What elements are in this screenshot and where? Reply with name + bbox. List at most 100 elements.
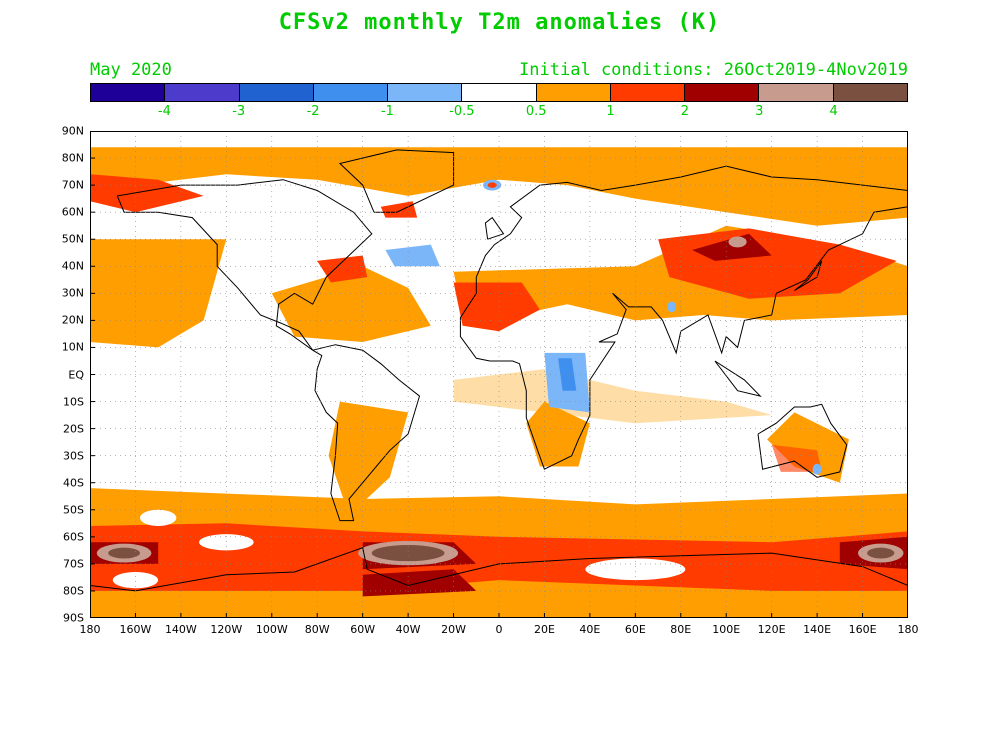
- latitude-label: 40S: [63, 476, 84, 490]
- forecast-month: May 2020: [90, 60, 172, 80]
- longitude-label: 160W: [119, 623, 152, 636]
- longitude-label: 20W: [441, 623, 466, 636]
- anomaly-region: [271, 266, 431, 342]
- anomaly-core: [487, 182, 497, 188]
- anomaly-region: [90, 239, 227, 348]
- colorbar-label: -1: [380, 104, 394, 119]
- anomaly-fields: [90, 147, 908, 618]
- colorbar-label: -3: [232, 104, 246, 119]
- anomaly-region: [317, 255, 368, 283]
- anomaly-region: [90, 147, 908, 226]
- coastlines: [89, 149, 909, 592]
- colorbar-swatch: [313, 84, 389, 101]
- latitude-label: 30N: [61, 286, 84, 300]
- colorbar-swatch: [388, 84, 463, 101]
- coastline: [459, 165, 909, 470]
- latitude-label: EQ: [68, 368, 84, 381]
- latitude-label: 90S: [63, 611, 84, 625]
- anomaly-region: [385, 244, 440, 267]
- colorbar-swatch: [610, 84, 686, 101]
- latitude-label: 80S: [63, 584, 84, 598]
- anomaly-core: [371, 544, 445, 562]
- anomaly-region: [453, 369, 772, 424]
- colorbar-swatch: [759, 84, 834, 101]
- anomaly-map: [89, 131, 909, 618]
- colorbar-swatch: [165, 84, 240, 101]
- longitude-label: 0: [495, 623, 503, 636]
- anomaly-region: [558, 358, 577, 391]
- longitude-label: 60W: [350, 623, 376, 636]
- latitude-label: 50N: [61, 232, 84, 246]
- longitude-label: 120W: [210, 623, 243, 636]
- axis-ticks: [90, 157, 864, 618]
- longitude-label: 180: [79, 623, 101, 636]
- neutral-region: [139, 509, 177, 527]
- colorbar-swatch: [833, 84, 907, 101]
- latitude-label: 80N: [61, 151, 84, 165]
- latitude-label: 10N: [61, 340, 84, 354]
- colorbar-swatch: [239, 84, 314, 101]
- latitude-label: 50S: [63, 503, 84, 517]
- colorbar-label: 1: [606, 104, 615, 119]
- anomaly-region: [90, 523, 908, 591]
- anomaly-core: [108, 547, 140, 559]
- colorbar-swatch: [536, 84, 611, 101]
- longitude-label: 100W: [255, 623, 288, 636]
- colorbar-swatch: [462, 84, 537, 101]
- longitude-label: 160E: [848, 623, 877, 636]
- colorbar-label: 0.5: [525, 104, 547, 119]
- neutral-region: [199, 534, 254, 551]
- longitude-label: 180: [897, 623, 919, 636]
- colorbar-swatch: [91, 84, 166, 101]
- coastline: [338, 149, 455, 213]
- anomaly-core: [867, 547, 895, 559]
- map-frame: [89, 131, 909, 618]
- latitude-label: 70S: [63, 557, 84, 571]
- longitude-label: 40E: [579, 623, 601, 636]
- anomaly-region: [667, 301, 677, 313]
- colorbar-label: -0.5: [449, 104, 475, 119]
- anomaly-region: [90, 174, 204, 213]
- latitude-label: 20N: [61, 313, 84, 327]
- anomaly-region: [771, 444, 822, 472]
- longitude-label: 120E: [757, 623, 786, 636]
- coastline: [116, 179, 421, 522]
- latitude-label: 60N: [61, 205, 84, 219]
- coastline: [757, 403, 848, 478]
- colorbar-label: 4: [829, 104, 838, 119]
- latitude-label: 70N: [61, 178, 84, 192]
- latitude-label: 30S: [63, 449, 84, 463]
- anomaly-region: [767, 412, 849, 483]
- coastline: [89, 547, 909, 592]
- anomaly-region: [328, 401, 409, 516]
- longitude-label: 140E: [803, 623, 832, 636]
- longitude-label: 40W: [395, 623, 421, 636]
- latitude-label: 60S: [63, 530, 84, 544]
- anomaly-region: [380, 201, 418, 218]
- colorbar-label: 2: [680, 104, 690, 119]
- neutral-region: [112, 572, 159, 589]
- colorbar: [90, 83, 908, 102]
- coastline: [794, 260, 823, 292]
- initial-conditions: Initial conditions: 26Oct2019-4Nov2019: [519, 60, 908, 80]
- colorbar-swatch: [685, 84, 760, 101]
- longitude-label: 100E: [712, 623, 741, 636]
- longitude-label: 80W: [304, 623, 330, 636]
- latitude-label: 90N: [61, 124, 84, 138]
- longitude-label: 140W: [164, 623, 197, 636]
- latitude-label: 40N: [61, 259, 84, 273]
- latitude-label: 10S: [63, 395, 84, 409]
- anomaly-core: [728, 236, 747, 248]
- colorbar-label: -4: [157, 104, 171, 119]
- colorbar-label: -2: [306, 104, 320, 119]
- chart-title: CFSv2 monthly T2m anomalies (K): [278, 10, 721, 35]
- longitude-label: 80E: [670, 623, 692, 636]
- coastline: [484, 216, 505, 240]
- coastline: [714, 360, 762, 397]
- anomaly-region: [812, 463, 822, 475]
- longitude-label: 20E: [533, 623, 555, 636]
- latitude-label: 20S: [63, 422, 84, 436]
- anomaly-region: [692, 233, 772, 261]
- gridlines: [90, 131, 908, 618]
- colorbar-label: 3: [755, 104, 764, 119]
